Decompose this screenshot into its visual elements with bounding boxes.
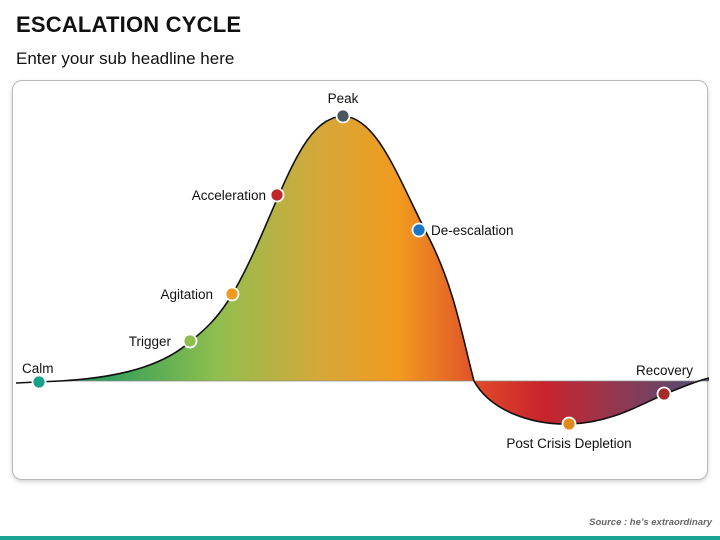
stage-marker-acceleration	[269, 187, 285, 203]
stage-label-trigger: Trigger	[129, 334, 172, 349]
stage-marker-post-crisis-depletion	[561, 416, 577, 432]
stage-marker-de-escalation	[411, 222, 427, 238]
stage-label-de-escalation: De-escalation	[431, 223, 514, 238]
stage-label-recovery: Recovery	[636, 363, 693, 378]
stage-marker-trigger	[182, 333, 198, 349]
stage-label-peak: Peak	[328, 91, 359, 106]
stage-marker-agitation	[224, 286, 240, 302]
page-subtitle: Enter your sub headline here	[16, 49, 235, 68]
depletion-area	[474, 378, 709, 425]
stage-label-post-crisis-depletion: Post Crisis Depletion	[506, 436, 631, 451]
escalation-curve	[15, 115, 710, 425]
source-note: Source : he’s extraordinary	[589, 517, 712, 528]
page-title: ESCALATION CYCLE	[16, 12, 242, 37]
stage-marker-recovery	[656, 386, 672, 402]
stage-label-acceleration: Acceleration	[192, 188, 266, 203]
stage-label-agitation: Agitation	[160, 287, 213, 302]
escalation-area	[60, 116, 474, 381]
stage-label-calm: Calm	[22, 361, 54, 376]
stage-marker-peak	[335, 108, 351, 124]
stage-marker-calm	[31, 374, 47, 390]
accent-bar	[0, 536, 720, 540]
